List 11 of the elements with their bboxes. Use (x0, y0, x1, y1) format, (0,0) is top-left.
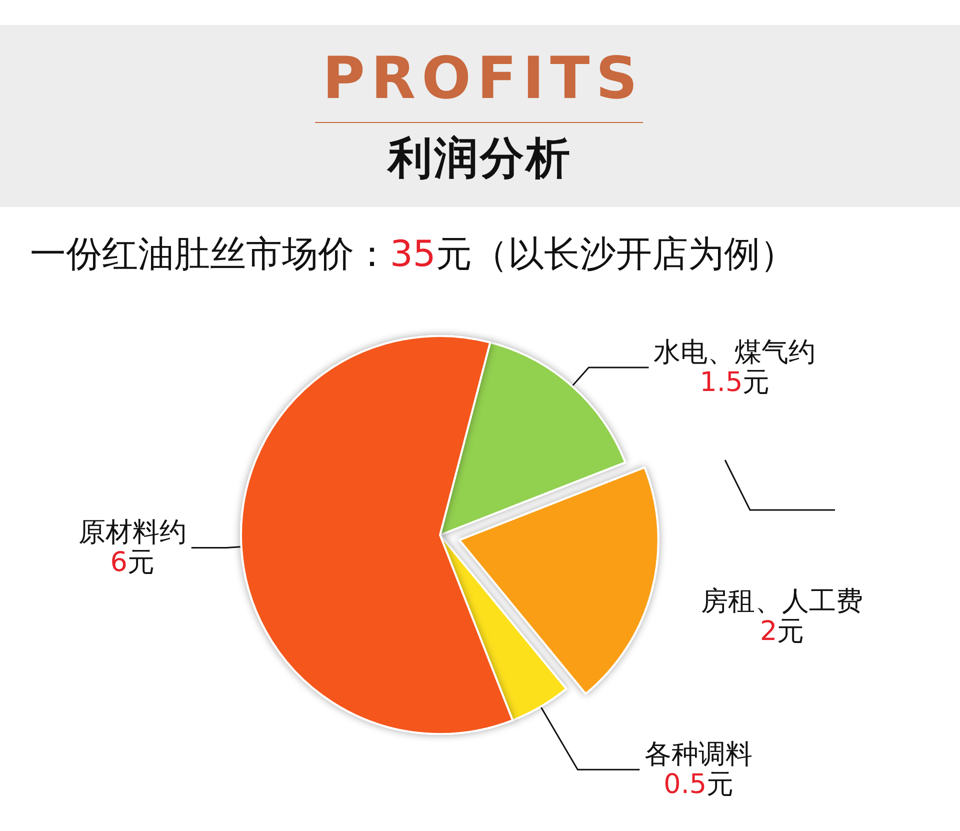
slice-label: 原材料约 (78, 517, 186, 548)
text: 一份红油肚丝市场价：35元（以长沙开店为例） (30, 233, 796, 277)
data-label: 2元 (760, 616, 804, 648)
slice-label: 房租、人工费 (701, 586, 864, 618)
data-label: 0.5元 (664, 769, 734, 800)
slice-label: 水电、煤气约 (654, 336, 816, 368)
data-label: 1.5元 (700, 366, 770, 398)
data-label: 6元 (110, 547, 154, 578)
slice-label: 各种调料 (644, 739, 753, 770)
chart-title: PROFITS (321, 43, 644, 113)
chart-subtitle: 利润分析 (386, 132, 573, 186)
